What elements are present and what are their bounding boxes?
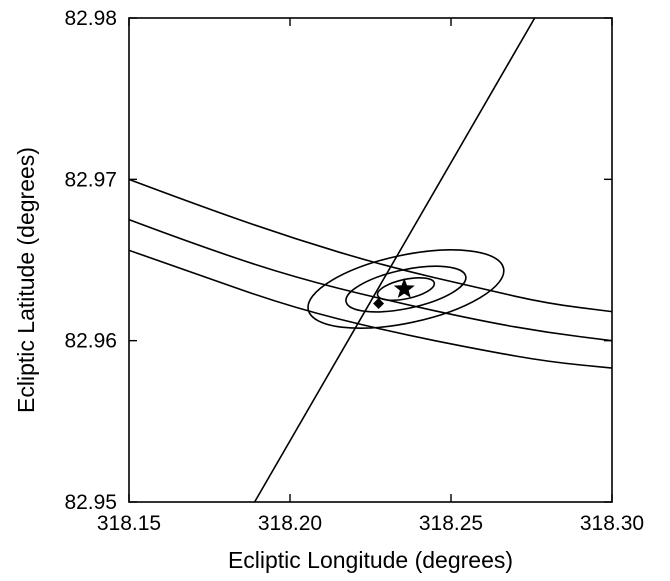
y-tick-label: 82.95: [64, 491, 117, 514]
confidence-ellipse-2: [345, 265, 467, 313]
plot-frame: [128, 17, 613, 503]
y-axis-title: Ecliptic Latitude (degrees): [13, 147, 39, 413]
star-marker: [393, 278, 415, 298]
y-tick-label: 82.97: [64, 168, 117, 191]
x-axis-title: Ecliptic Longitude (degrees): [228, 547, 513, 573]
x-tick-label: 318.30: [580, 512, 644, 535]
y-tick-label: 82.98: [64, 7, 117, 30]
diamond-marker: [373, 298, 385, 310]
confidence-ellipse-1: [307, 249, 505, 329]
uncertainty-band-line-2: [129, 218, 612, 342]
x-tick-label: 318.15: [97, 512, 161, 535]
uncertainty-band-line-3: [129, 249, 612, 369]
crossing-line: [253, 18, 536, 502]
y-tick-label: 82.96: [64, 330, 117, 353]
x-tick-label: 318.20: [258, 512, 322, 535]
x-tick-label: 318.25: [419, 512, 483, 535]
uncertainty-band-line-1: [129, 178, 612, 313]
